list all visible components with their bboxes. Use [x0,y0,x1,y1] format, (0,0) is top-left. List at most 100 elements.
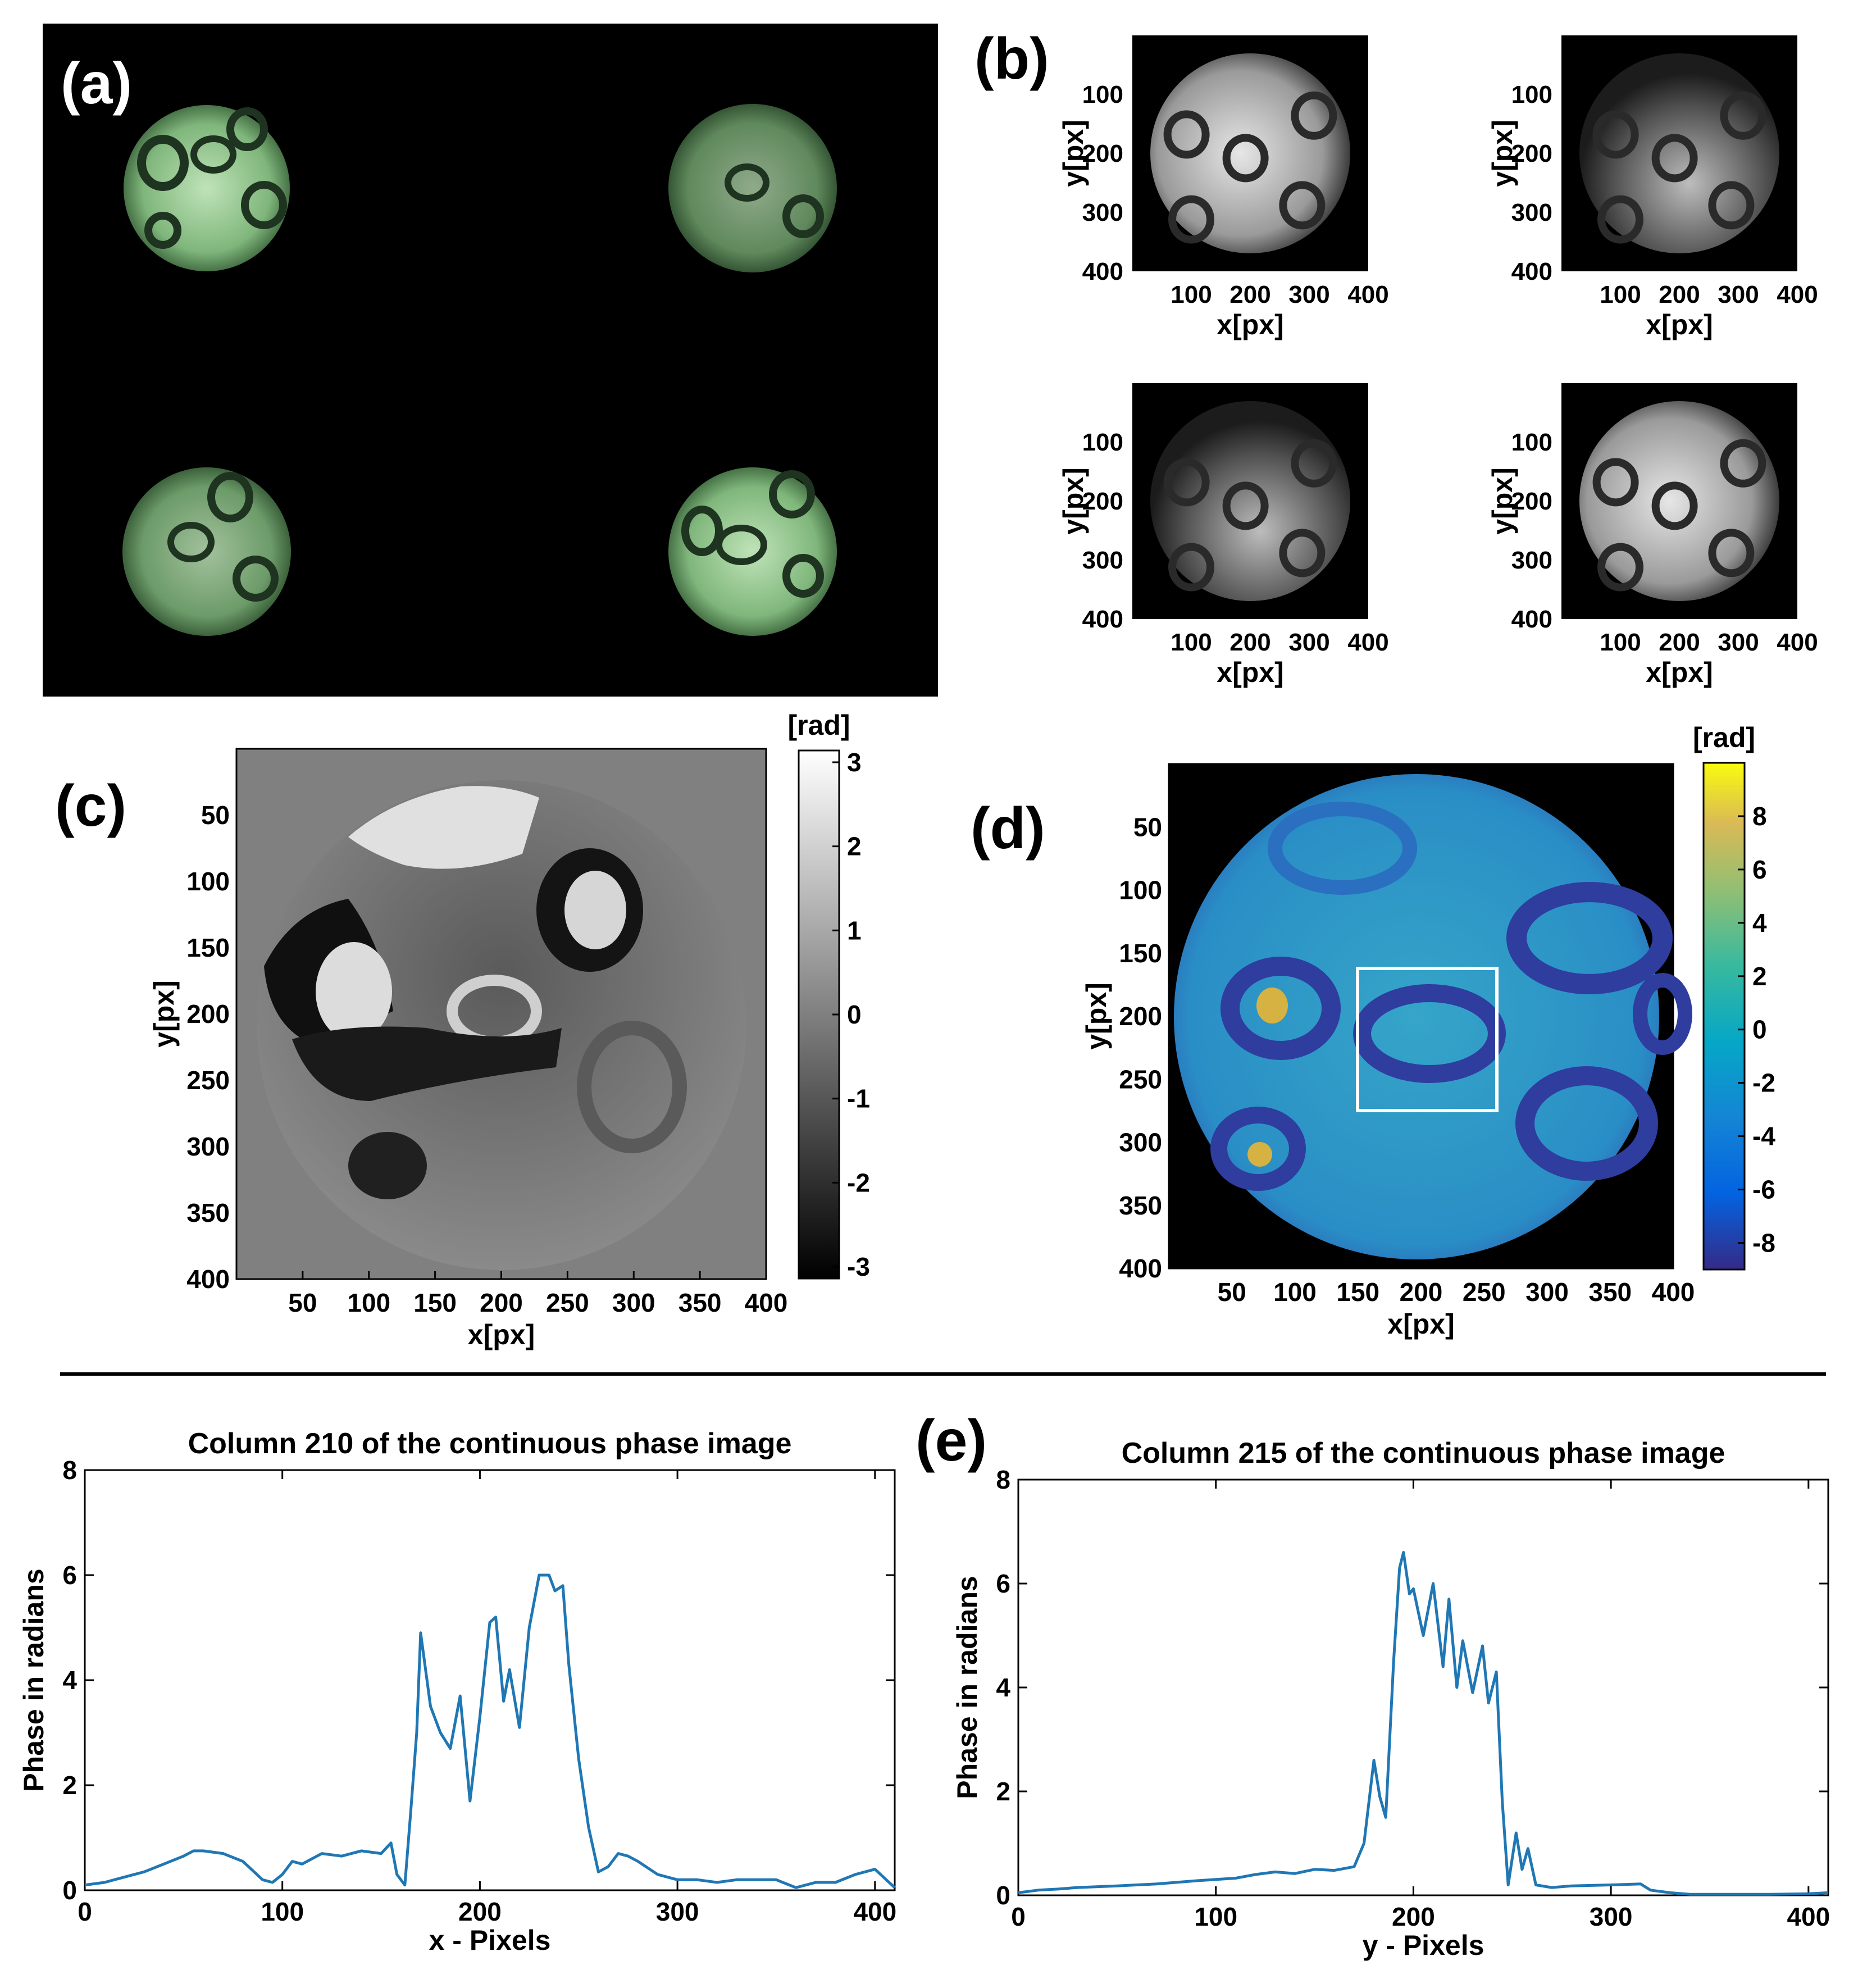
panel-d-ytick: 50 [1133,812,1162,841]
chart-e1-ytick: 4 [996,1673,1010,1702]
panel-b-xlabel: x[px] [1646,657,1713,688]
panel-b-ytick: 200 [1082,140,1123,167]
chart-e0-xlabel: x - Pixels [429,1925,551,1956]
panel-c-colorbar-tick: 1 [847,916,862,945]
panel-b-ring [1168,543,1214,592]
panel-b-ring [1163,110,1210,159]
panel-c-ytick: 250 [186,1066,230,1095]
panel-b-ytick: 400 [1511,606,1552,633]
panel-d-ytick: 350 [1119,1191,1162,1220]
panel-b-xtick: 300 [1718,281,1759,308]
chart-e0-ytick: 4 [62,1666,77,1695]
panel-a-disc-2 [668,104,837,272]
panel-b-ring [1708,529,1755,577]
panel-d-xtick: 250 [1463,1277,1506,1307]
panel-b-ytick: 100 [1082,81,1123,108]
panel-b-xlabel: x[px] [1217,309,1283,340]
panel-d-ytick: 100 [1119,876,1162,905]
panel-b-xtick: 200 [1229,629,1270,656]
panel-b-ring [1279,181,1326,230]
chart-e1-ytick: 0 [996,1881,1010,1910]
panel-e-label: (e) [916,1408,987,1473]
panel-c-ytick: 50 [201,800,230,830]
panel-b-ytick: 400 [1082,258,1123,285]
line-chart-column-215: 0 100 200 300 400 0 2 4 6 8 Column 215 of the cont… [951,1437,1830,1961]
panel-c-ytick: 150 [186,933,230,962]
panel-c-colorbar-tick: 0 [847,1000,862,1029]
chart-e1-xtick: 100 [1194,1902,1237,1931]
panel-a-disc-1 [124,105,290,271]
panel-c-xlabel: x[px] [468,1319,535,1350]
panel-b-xtick: 100 [1600,629,1641,656]
panel-d-xtick: 150 [1336,1277,1379,1307]
chart-e1-series-line [1018,1551,1829,1896]
chart-e0-xtick: 300 [656,1897,699,1926]
panel-d-colorbar-tick: 4 [1752,908,1767,938]
panel-d-xtick: 400 [1652,1277,1695,1307]
panel-b-xtick: 200 [1659,629,1700,656]
panel-b-ytick: 300 [1511,199,1552,226]
panel-d-colorbar-tick: -8 [1752,1229,1775,1258]
panel-d-label: (d) [971,796,1045,861]
panel-b-xtick: 200 [1229,281,1270,308]
panel-c-colorbar-tick: 3 [847,748,862,777]
panel-d-ytick: 150 [1119,939,1162,968]
chart-e0-xtick: 0 [78,1897,92,1926]
panel-c-xtick: 50 [288,1288,317,1317]
panel-a-disc-4 [668,467,837,636]
panel-d-xtick: 50 [1218,1277,1246,1307]
chart-e0-xtick: 200 [458,1897,502,1926]
panel-b-ytick: 200 [1082,488,1123,515]
panel-d-colorbar-tick: 0 [1752,1015,1767,1044]
chart-e1-ylabel: Phase in radians [951,1576,983,1799]
panel-b-xlabel: x[px] [1646,309,1713,340]
panel-c-wrapped-phase [235,748,840,1280]
panel-d-colorbar-tick: -2 [1752,1068,1775,1098]
panel-b-xtick: 300 [1288,281,1329,308]
panel-d-ylabel: y[px] [1081,982,1112,1049]
panel-d-unwrapped-phase [1168,762,1746,1271]
panel-c-colorbar-tick: -2 [847,1168,870,1197]
chart-e0-ytick: 2 [62,1771,77,1800]
panel-b-xtick: 100 [1171,281,1212,308]
panel-b-ring [1720,439,1766,488]
panel-d-ytick: 200 [1119,1002,1162,1031]
panel-d-ytick: 250 [1119,1064,1162,1094]
panel-b-xlabel: x[px] [1217,657,1283,688]
chart-e1-xtick: 300 [1590,1902,1633,1931]
panel-b-ylabel: y[px] [1487,467,1518,534]
panel-c-colorbar-tick: -1 [847,1084,870,1113]
panel-c-xtick: 250 [546,1288,589,1317]
panel-c-xtick: 100 [347,1288,390,1317]
chart-e0-xtick: 100 [261,1897,304,1926]
chart-e1-xtick: 200 [1392,1902,1435,1931]
panel-c-ylabel: y[px] [148,980,180,1047]
panel-b-xtick: 300 [1288,629,1329,656]
panel-d-colorbar-tick: -4 [1752,1122,1775,1151]
panel-b-ring [1291,439,1337,488]
panel-c-xtick: 350 [678,1288,722,1317]
panel-d-xlabel: x[px] [1387,1308,1454,1340]
panel-c-ytick: 200 [186,999,230,1029]
panel-b-ring [1291,91,1337,140]
chart-e0-ylabel: Phase in radians [18,1568,49,1791]
panel-b-ytick: 400 [1082,606,1123,633]
panel-c-xtick: 150 [413,1288,457,1317]
chart-e1-ytick: 2 [996,1777,1010,1806]
panel-c-colorbar-label: [rad] [787,709,850,741]
chart-e0-ytick: 0 [62,1876,77,1905]
panel-b-ytick: 300 [1511,547,1552,574]
panel-d-xtick: 200 [1400,1277,1443,1307]
panel-b-xtick: 200 [1659,281,1700,308]
panel-c-xtick: 200 [480,1288,523,1317]
panel-b-label: (b) [974,26,1049,92]
panel-c-colorbar-tick: 2 [847,832,862,861]
panel-d-colorbar-tick: 2 [1752,962,1767,991]
panel-b-xtick: 300 [1718,629,1759,656]
panel-c-xtick: 300 [612,1288,655,1317]
panel-b-ring [1163,458,1210,507]
panel-a-disc-3 [122,467,291,636]
panel-b-ytick: 400 [1511,258,1552,285]
panel-c-ytick: 300 [186,1132,230,1161]
panel-d-xtick: 300 [1525,1277,1569,1307]
